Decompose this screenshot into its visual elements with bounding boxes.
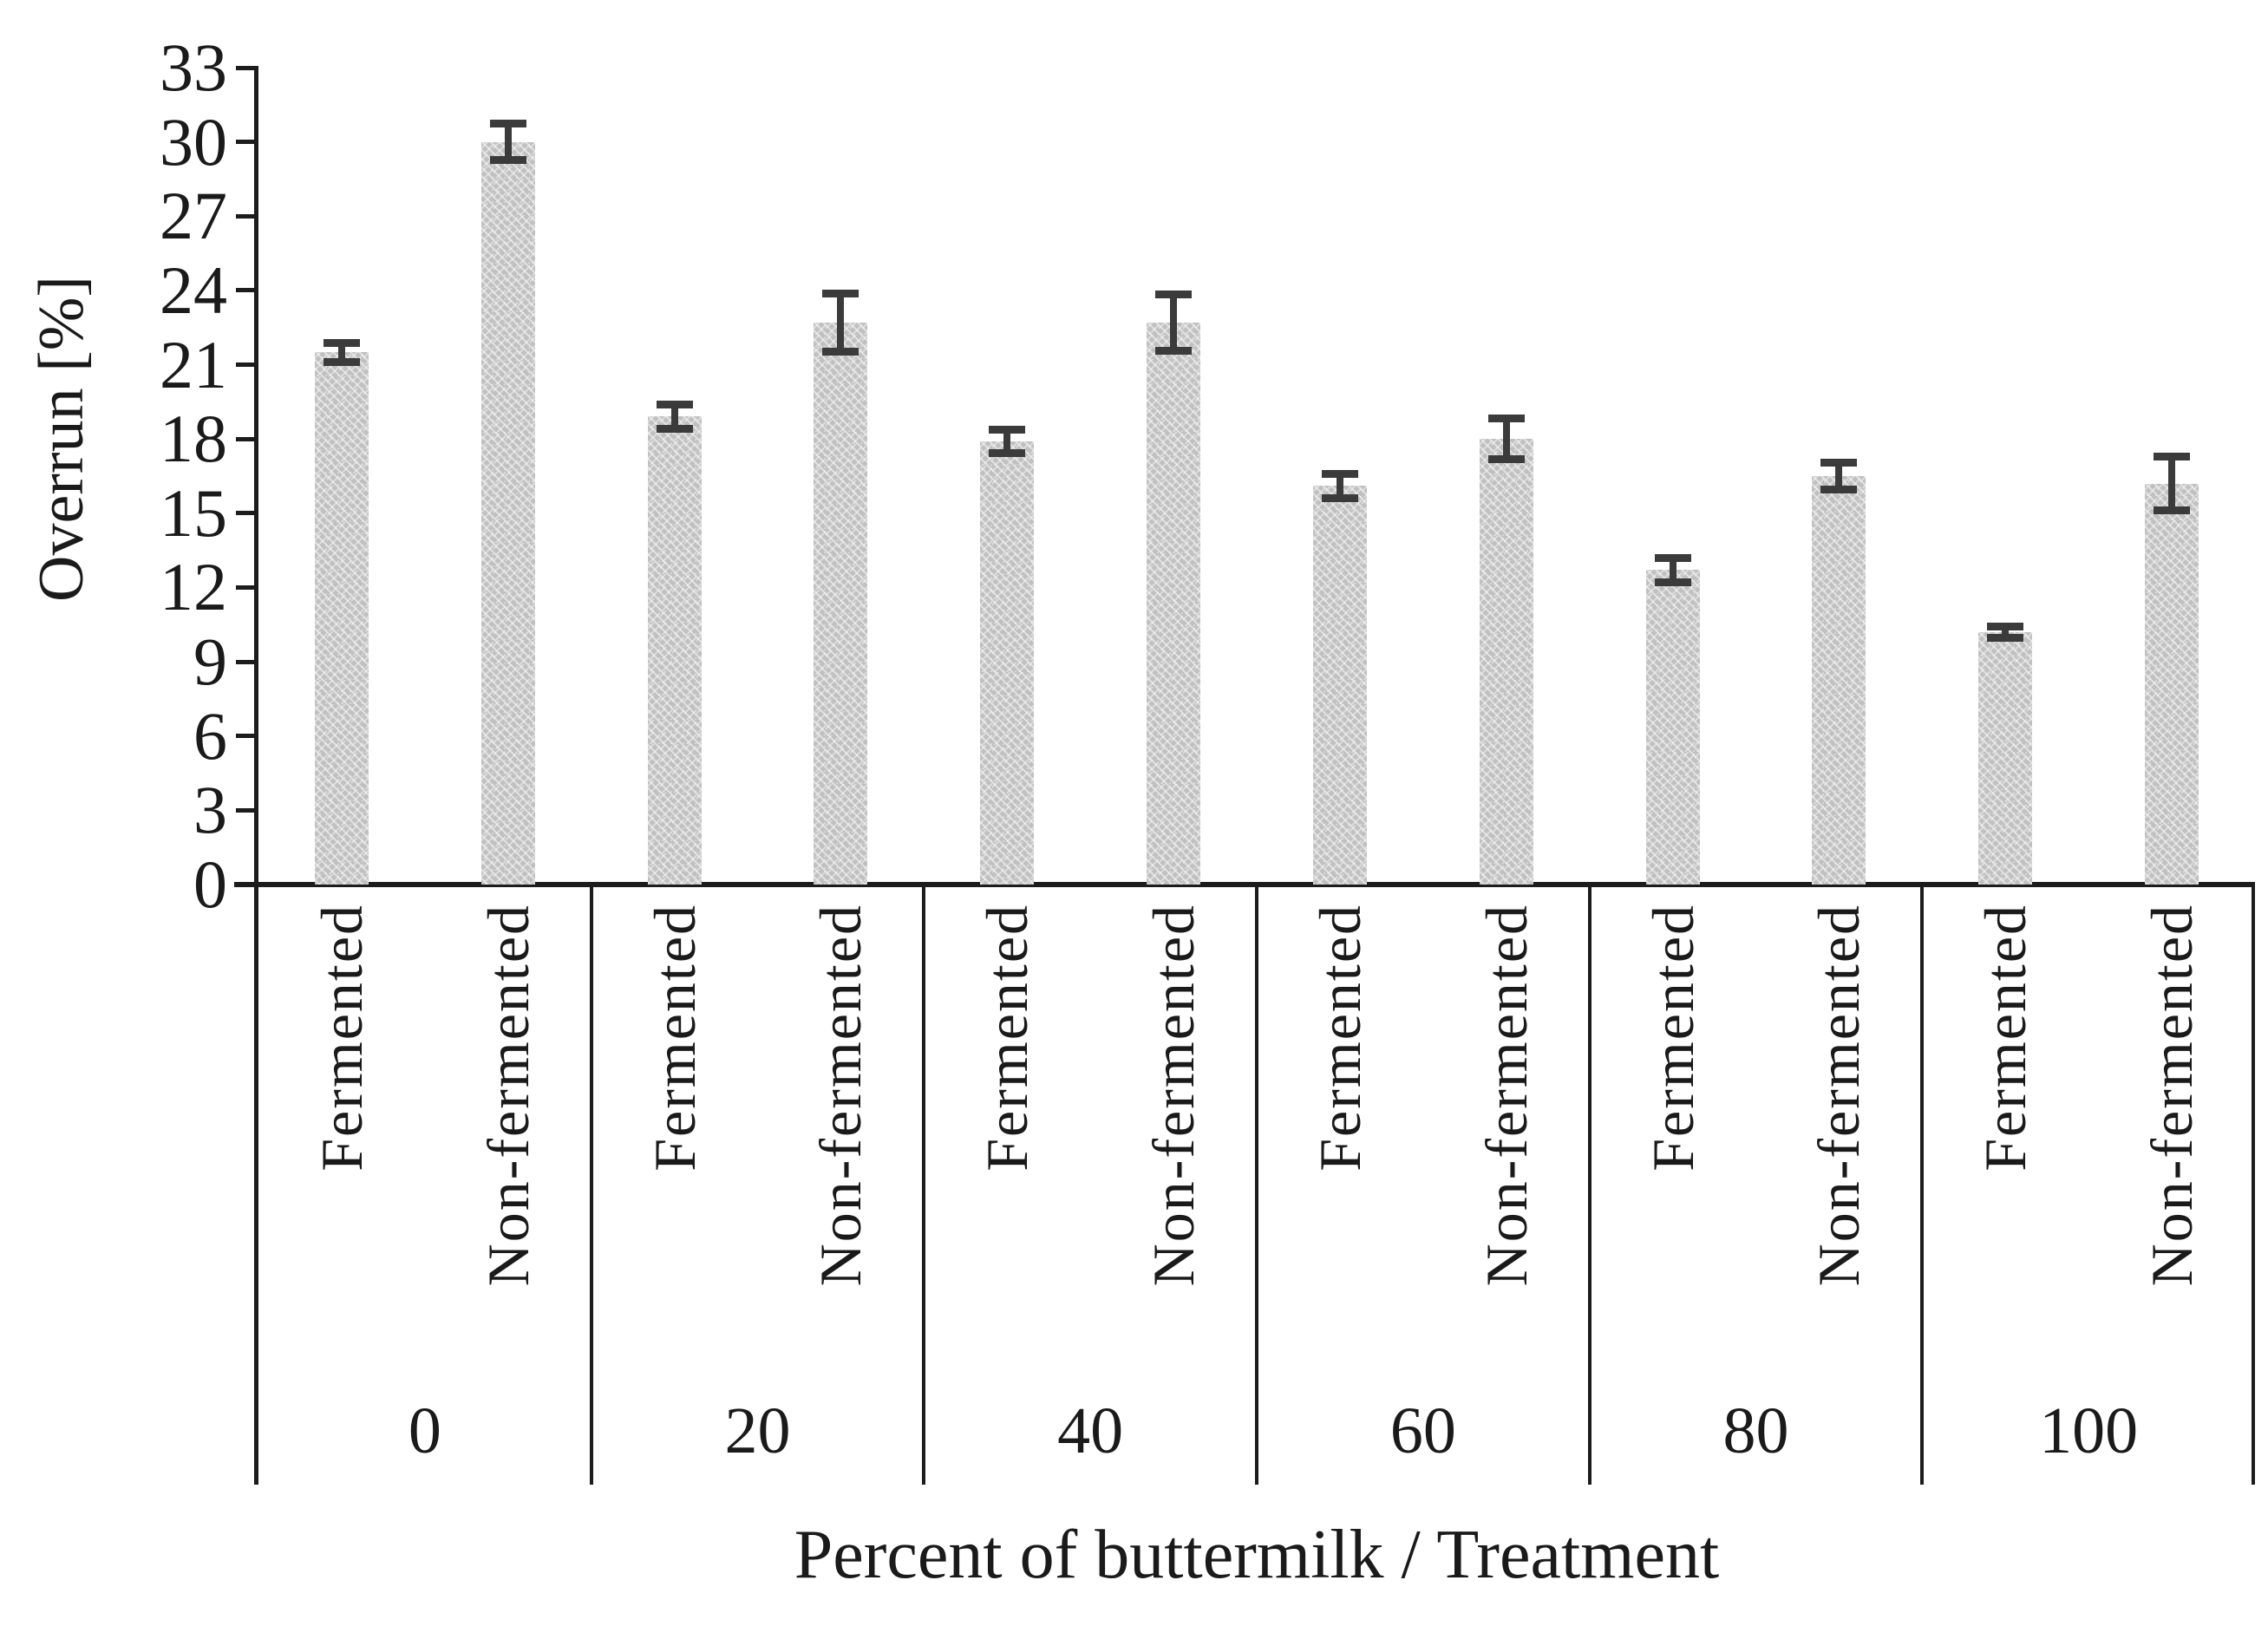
- error-bar-top-cap: [1321, 470, 1358, 479]
- group-label: 60: [1389, 1394, 1456, 1467]
- error-bar-bottom-cap: [1654, 578, 1691, 586]
- y-tick-mark: [236, 65, 258, 70]
- treatment-label: Non-fermented: [474, 904, 541, 1287]
- label-box-right-border: [2252, 885, 2255, 1485]
- treatment-label: Non-fermented: [1473, 904, 1539, 1287]
- y-tick-label: 33: [160, 29, 227, 105]
- error-bar-top-cap: [1987, 622, 2024, 630]
- error-bar-top-cap: [656, 401, 693, 409]
- treatment-label: Fermented: [974, 904, 1041, 1172]
- error-bar-bottom-cap: [656, 424, 693, 433]
- bar-non-fermented-20: [814, 323, 868, 885]
- error-bar-stem: [1003, 428, 1011, 454]
- bar-non-fermented-60: [1479, 439, 1533, 885]
- y-tick-label: 3: [193, 772, 227, 848]
- bar-fermented-20: [647, 416, 702, 885]
- y-tick-mark: [236, 511, 258, 516]
- treatment-label: Fermented: [641, 904, 708, 1172]
- bar-non-fermented-0: [480, 141, 535, 885]
- error-bar-bottom-cap: [323, 357, 360, 366]
- group-label: 0: [408, 1394, 441, 1467]
- y-tick-label: 9: [193, 624, 227, 700]
- treatment-label: Fermented: [1972, 904, 2039, 1172]
- y-tick-label: 6: [193, 697, 227, 774]
- group-label: 100: [2039, 1394, 2139, 1467]
- y-tick-label: 21: [160, 326, 227, 402]
- error-bar-stem: [1170, 294, 1178, 351]
- error-bar-top-cap: [822, 289, 859, 297]
- treatment-label: Fermented: [1306, 904, 1373, 1172]
- y-tick-mark: [236, 807, 258, 813]
- error-bar-stem: [1835, 462, 1843, 490]
- bar-fermented-60: [1312, 486, 1367, 885]
- y-tick-label: 18: [160, 401, 227, 477]
- error-bar-stem: [2002, 625, 2010, 638]
- treatment-label: Non-fermented: [807, 904, 874, 1287]
- bar-non-fermented-80: [1812, 476, 1866, 885]
- error-bar-top-cap: [323, 338, 360, 347]
- y-tick-mark: [236, 584, 258, 590]
- y-tick-label: 24: [160, 251, 227, 328]
- error-bar-top-cap: [1155, 291, 1193, 299]
- error-bar-stem: [2168, 456, 2176, 511]
- group-separator: [922, 885, 926, 1485]
- bar-fermented-100: [1978, 631, 2033, 885]
- error-bar-top-cap: [1487, 414, 1525, 422]
- error-bar-stem: [670, 404, 678, 429]
- error-bar-stem: [1669, 558, 1676, 583]
- y-tick-label: 0: [193, 846, 227, 922]
- y-tick-mark: [236, 140, 258, 145]
- error-bar-top-cap: [989, 425, 1026, 434]
- error-bar-top-cap: [2154, 453, 2191, 461]
- error-bar-bottom-cap: [1820, 485, 1858, 493]
- error-bar-stem: [1502, 417, 1510, 460]
- group-label: 80: [1722, 1394, 1789, 1467]
- y-tick-mark: [236, 436, 258, 441]
- error-bar-bottom-cap: [989, 449, 1026, 458]
- bar-non-fermented-40: [1147, 323, 1201, 885]
- error-bar-top-cap: [489, 120, 526, 128]
- group-separator: [1920, 885, 1925, 1485]
- error-bar-stem: [504, 123, 512, 161]
- error-bar-stem: [837, 292, 845, 353]
- error-bar-bottom-cap: [822, 348, 859, 356]
- bar-fermented-40: [980, 441, 1035, 885]
- bar-non-fermented-100: [2145, 483, 2199, 885]
- treatment-label: Fermented: [1639, 904, 1706, 1172]
- error-bar-bottom-cap: [1321, 493, 1358, 502]
- bar-fermented-0: [314, 352, 369, 885]
- bar-fermented-80: [1645, 570, 1700, 885]
- treatment-label: Non-fermented: [1141, 904, 1207, 1287]
- y-tick-mark: [236, 659, 258, 664]
- y-tick-label: 30: [160, 103, 227, 180]
- y-tick-mark: [236, 734, 258, 739]
- group-label: 40: [1057, 1394, 1124, 1467]
- error-bar-stem: [337, 342, 345, 362]
- group-separator: [589, 885, 593, 1485]
- error-bar-top-cap: [1820, 459, 1858, 467]
- treatment-label: Fermented: [308, 904, 375, 1172]
- y-tick-mark: [236, 288, 258, 293]
- error-bar-bottom-cap: [2154, 506, 2191, 514]
- error-bar-bottom-cap: [489, 156, 526, 165]
- y-tick-label: 27: [160, 178, 227, 254]
- treatment-label: Non-fermented: [1806, 904, 1873, 1287]
- x-axis-title: Percent of buttermilk / Treatment: [794, 1517, 1720, 1593]
- error-bar-stem: [1336, 473, 1343, 499]
- y-tick-label: 15: [160, 474, 227, 551]
- error-bar-bottom-cap: [1987, 633, 2024, 642]
- y-tick-mark: [236, 362, 258, 368]
- error-bar-bottom-cap: [1155, 346, 1193, 355]
- error-bar-top-cap: [1654, 554, 1691, 563]
- y-tick-mark: [236, 213, 258, 219]
- treatment-label: Non-fermented: [2139, 904, 2206, 1287]
- y-axis-line: [254, 66, 258, 1485]
- error-bar-bottom-cap: [1487, 455, 1525, 464]
- group-separator: [1255, 885, 1258, 1485]
- x-axis-line: [234, 882, 2255, 887]
- group-separator: [1587, 885, 1592, 1485]
- y-tick-label: 12: [160, 549, 227, 625]
- group-label: 20: [724, 1394, 791, 1467]
